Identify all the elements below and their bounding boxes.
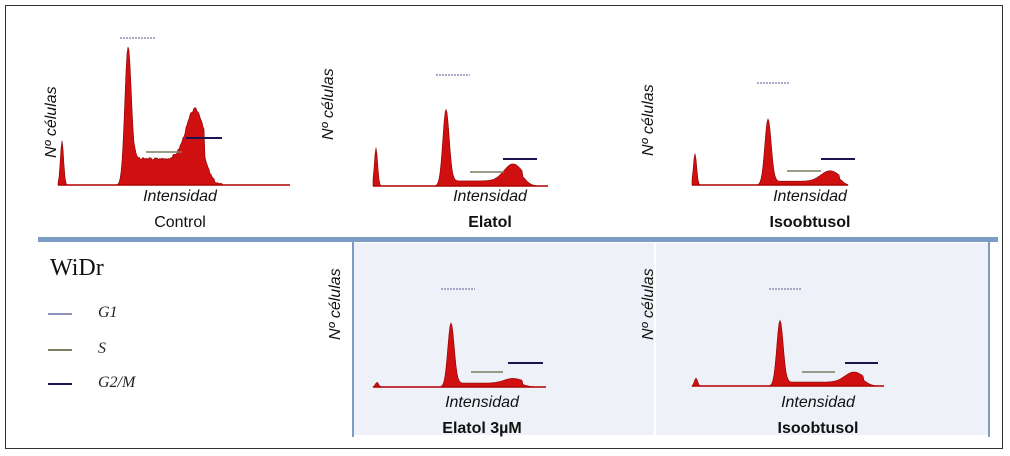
- histogram-control: [57, 37, 290, 186]
- legend-item-s: S: [48, 340, 188, 360]
- y-axis-label: Nº células: [640, 268, 657, 340]
- x-axis-label: Intensidad: [453, 188, 527, 205]
- sample-label-elatol-3um: Elatol 3µM: [442, 420, 522, 437]
- legend-title: WiDr: [50, 255, 104, 281]
- legend-item-g1: G1: [48, 304, 188, 324]
- x-axis-label: Intensidad: [773, 188, 847, 205]
- histogram-area: [372, 108, 548, 187]
- histogram-area: [57, 46, 290, 186]
- vertical-divider-right: [988, 242, 990, 437]
- histogram-elatol-3um: [372, 288, 546, 388]
- histogram-area: [691, 118, 849, 186]
- legend-swatch-s: [48, 349, 72, 351]
- y-axis-label: Nº células: [320, 68, 337, 140]
- legend-swatch-g2m: [48, 383, 72, 385]
- panel-background-elatol-3um: [354, 243, 654, 435]
- sample-label-isoobtusol-2: Isoobtusol: [777, 420, 859, 437]
- histogram-isoobtusol: [691, 82, 855, 186]
- histogram-area: [691, 319, 884, 387]
- y-axis-label: Nº células: [640, 84, 657, 156]
- legend-label-s: S: [98, 340, 106, 357]
- panel-background-isoobtusol-2: [656, 243, 990, 435]
- y-axis-label: Nº células: [327, 268, 344, 340]
- legend-label-g2m: G2/M: [98, 374, 136, 391]
- sample-label-elatol: Elatol: [468, 214, 512, 231]
- x-axis-label: Intensidad: [143, 188, 217, 205]
- histogram-elatol: [372, 74, 548, 187]
- legend-swatch-g1: [48, 313, 72, 315]
- histogram-area: [372, 322, 546, 388]
- sample-label-control: Control: [154, 214, 206, 231]
- horizontal-divider: [38, 237, 998, 242]
- legend-item-g2m: G2/M: [48, 374, 188, 394]
- x-axis-label: Intensidad: [445, 394, 519, 411]
- x-axis-label: Intensidad: [781, 394, 855, 411]
- legend-label-g1: G1: [98, 304, 118, 321]
- sample-label-isoobtusol: Isoobtusol: [769, 214, 851, 231]
- histogram-isoobtusol-2: [691, 288, 884, 387]
- vertical-divider-left: [352, 242, 354, 437]
